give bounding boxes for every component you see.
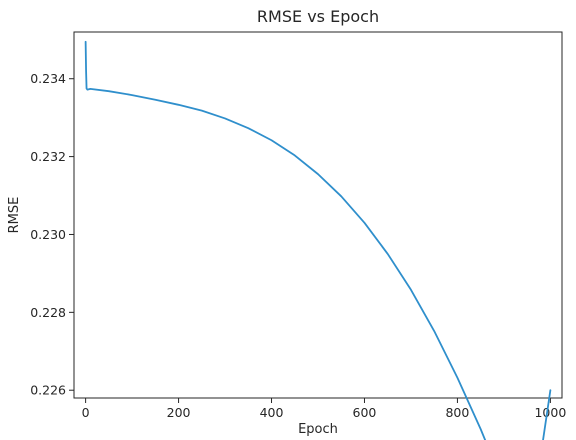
x-tick-label: 600 [353, 405, 377, 420]
y-tick-label: 0.234 [30, 71, 66, 86]
x-axis-label: Epoch [298, 422, 338, 437]
plot-frame [73, 31, 563, 399]
x-tick-label: 0 [82, 405, 90, 420]
x-tick-label: 800 [445, 405, 469, 420]
chart-title: RMSE vs Epoch [257, 7, 379, 26]
x-tick-label: 1000 [534, 405, 566, 420]
x-tick-label: 400 [260, 405, 284, 420]
x-tick-label: 200 [167, 405, 191, 420]
y-tick-label: 0.228 [30, 305, 66, 320]
y-tick-label: 0.230 [30, 227, 66, 242]
series-layer [84, 40, 552, 440]
rmse-series-line [84, 40, 552, 440]
x-axis: 0 200 400 600 800 1000 [82, 398, 566, 420]
y-axis-label: RMSE [7, 197, 22, 234]
y-axis: 0.226 0.228 0.230 0.232 0.234 [30, 71, 74, 398]
y-tick-label: 0.232 [30, 149, 66, 164]
y-tick-label: 0.226 [30, 383, 66, 398]
